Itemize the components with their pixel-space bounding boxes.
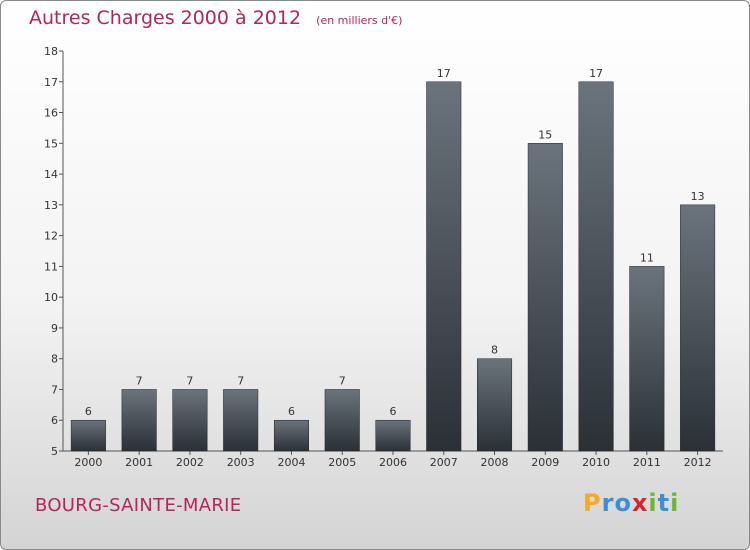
logo-letter: x	[631, 489, 649, 517]
x-tick-label: 2012	[684, 456, 712, 469]
x-tick-label: 2008	[481, 456, 509, 469]
value-label: 8	[491, 344, 498, 357]
y-tick-label: 5	[51, 445, 58, 458]
y-tick-label: 10	[44, 291, 58, 304]
y-tick-label: 16	[44, 107, 58, 120]
x-tick-label: 2007	[430, 456, 458, 469]
bar	[477, 358, 513, 452]
y-tick-label: 7	[51, 383, 58, 396]
x-tick-label: 2000	[74, 456, 102, 469]
bar	[375, 419, 411, 452]
bar	[70, 419, 106, 452]
bar	[121, 389, 157, 452]
value-label: 6	[390, 405, 397, 418]
y-tick-label: 9	[51, 322, 58, 335]
value-label: 13	[691, 190, 705, 203]
value-label: 11	[640, 251, 654, 264]
x-tick-label: 2005	[328, 456, 356, 469]
x-tick-label: 2011	[633, 456, 661, 469]
value-label: 7	[136, 374, 143, 387]
bar	[273, 419, 309, 452]
x-tick-label: 2010	[582, 456, 610, 469]
x-tick-label: 2009	[531, 456, 559, 469]
y-tick-label: 14	[44, 168, 58, 181]
y-tick-label: 17	[44, 76, 58, 89]
y-tick-label: 6	[51, 414, 58, 427]
logo-letter: i	[670, 489, 680, 517]
value-label: 17	[437, 67, 451, 80]
bars: 6 7 7 7 6 7 6 17 8 15 17 11 13	[70, 67, 716, 452]
logo-letter: t	[657, 489, 671, 517]
value-label: 7	[339, 374, 346, 387]
title-row: Autres Charges 2000 à 2012 (en milliers …	[29, 7, 402, 29]
y-tick-label: 18	[44, 45, 58, 58]
value-label: 7	[186, 374, 193, 387]
y-tick-label: 15	[44, 137, 58, 150]
bar	[527, 143, 563, 452]
bar	[629, 266, 665, 452]
logo-letter: r	[601, 489, 615, 517]
y-tick-label: 11	[44, 260, 58, 273]
value-label: 6	[288, 405, 295, 418]
bar	[223, 389, 259, 452]
logo-letter: o	[614, 489, 632, 517]
chart-title: Autres Charges 2000 à 2012	[29, 7, 302, 29]
chart-subtitle: (en milliers d'€)	[316, 14, 403, 27]
y-tick-label: 13	[44, 199, 58, 212]
value-label: 15	[538, 128, 552, 141]
x-tick-label: 2002	[176, 456, 204, 469]
bar	[324, 389, 360, 452]
logo-letter: i	[648, 489, 658, 517]
y-tick-label: 8	[51, 353, 58, 366]
y-tick-label: 12	[44, 230, 58, 243]
bar	[172, 389, 208, 452]
bar	[680, 204, 716, 452]
value-label: 6	[85, 405, 92, 418]
value-label: 7	[237, 374, 244, 387]
x-tick-label: 2004	[277, 456, 305, 469]
x-tick-label: 2001	[125, 456, 153, 469]
bar	[578, 81, 614, 452]
x-tick-label: 2006	[379, 456, 407, 469]
logo-letter: P	[583, 489, 602, 517]
x-tick-label: 2003	[227, 456, 255, 469]
bar	[426, 81, 462, 452]
proxiti-logo[interactable]: Proxiti	[583, 489, 679, 517]
city-name: BOURG-SAINTE-MARIE	[35, 495, 242, 516]
value-label: 17	[589, 67, 603, 80]
